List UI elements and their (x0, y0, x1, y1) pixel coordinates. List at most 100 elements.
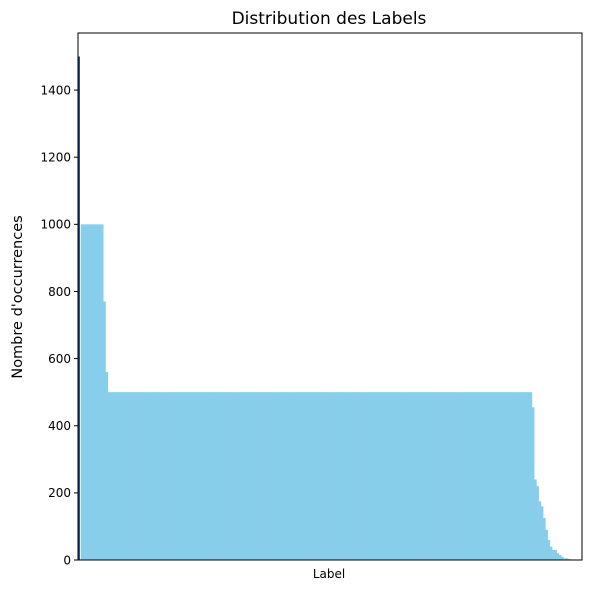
bar (388, 392, 391, 560)
bar (464, 392, 468, 560)
bar (430, 392, 434, 560)
bar (190, 392, 194, 560)
bar (85, 224, 88, 560)
bar (534, 479, 537, 560)
bar (424, 392, 427, 560)
x-axis-label: Label (313, 567, 345, 581)
bar (103, 301, 106, 560)
bar (143, 392, 147, 560)
bar (136, 392, 140, 560)
bar (399, 392, 403, 560)
bar (163, 392, 167, 560)
bar (246, 392, 250, 560)
bar (116, 392, 120, 560)
bar (520, 392, 524, 560)
bar (374, 392, 378, 560)
bar (125, 392, 129, 560)
bar (320, 392, 324, 560)
bar (491, 392, 495, 560)
bar (87, 224, 91, 560)
bar (100, 224, 104, 560)
bar (372, 392, 376, 560)
bar (175, 392, 178, 560)
bar (415, 392, 418, 560)
bar (226, 392, 230, 560)
bar (554, 549, 557, 560)
y-tick-label: 200 (48, 486, 71, 500)
bar (112, 392, 115, 560)
bar (188, 392, 192, 560)
bar (419, 392, 423, 560)
bar (368, 392, 371, 560)
bar (157, 392, 160, 560)
bar (240, 392, 243, 560)
bar (94, 224, 97, 560)
bar (549, 546, 553, 560)
bar (235, 392, 239, 560)
bar (201, 392, 205, 560)
bar (439, 392, 443, 560)
bar (408, 392, 411, 560)
bar (251, 392, 254, 560)
y-tick-label: 0 (63, 553, 71, 567)
bar (206, 392, 210, 560)
bar (269, 392, 272, 560)
bar (186, 392, 189, 560)
bar (504, 392, 508, 560)
bar (486, 392, 490, 560)
bar (462, 392, 465, 560)
y-axis: 0 200 400 600 800 1000 1200 1400 (40, 83, 78, 567)
y-axis-label: Nombre d'occurrences (10, 215, 26, 378)
bar (341, 392, 344, 560)
bar (307, 392, 311, 560)
bar (359, 392, 362, 560)
bar (363, 392, 367, 560)
bar (502, 392, 506, 560)
bar (451, 392, 454, 560)
bar (332, 392, 335, 560)
bar (527, 392, 530, 560)
bar (428, 392, 432, 560)
bar (356, 392, 360, 560)
bar (513, 392, 517, 560)
bar (105, 372, 109, 560)
bar (282, 392, 286, 560)
bar (195, 392, 198, 560)
y-tick-label: 800 (48, 285, 71, 299)
bar (82, 224, 86, 560)
bar (417, 392, 420, 560)
bar (345, 392, 349, 560)
bar (311, 392, 315, 560)
bar (109, 392, 113, 560)
bar (325, 392, 328, 560)
bar (484, 392, 488, 560)
bar (293, 392, 297, 560)
bar (455, 392, 459, 560)
bar (531, 407, 535, 560)
bar (298, 392, 302, 560)
bar (98, 224, 102, 560)
bar (289, 392, 293, 560)
bar (552, 549, 555, 560)
bar (258, 392, 261, 560)
bar (222, 392, 225, 560)
bar (302, 392, 306, 560)
bar (426, 392, 429, 560)
bar (78, 56, 80, 560)
bar (518, 392, 521, 560)
bar (210, 392, 214, 560)
bar (538, 501, 542, 560)
bar (338, 392, 342, 560)
bar (204, 392, 207, 560)
bar (177, 392, 180, 560)
bar (318, 392, 322, 560)
bar (148, 392, 151, 560)
bar (197, 392, 201, 560)
bar (161, 392, 165, 560)
bar (159, 392, 162, 560)
bar (132, 392, 135, 560)
bar (80, 224, 84, 560)
bar (170, 392, 174, 560)
bar (540, 506, 544, 560)
